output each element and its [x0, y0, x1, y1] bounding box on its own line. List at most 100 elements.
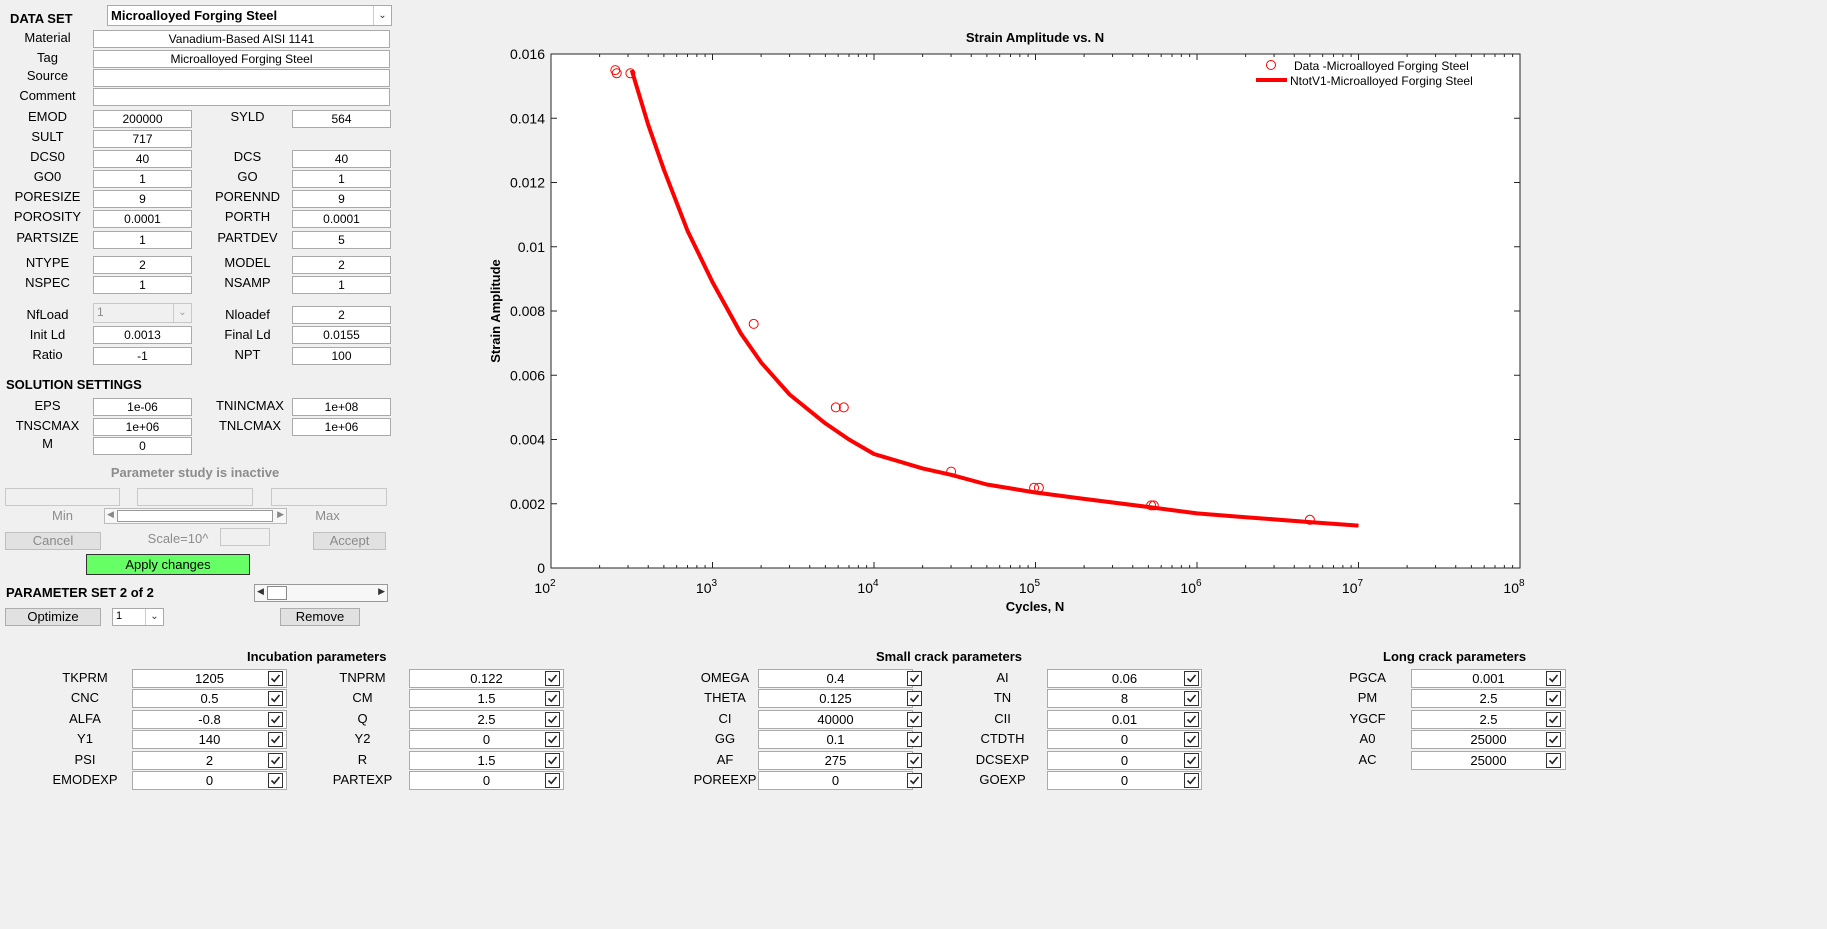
porennd-field[interactable]: 9 — [292, 190, 391, 208]
incubation-param-field[interactable]: 0 — [409, 771, 564, 790]
chevron-left-icon[interactable]: ◀ — [257, 586, 264, 596]
small-crack-param-field[interactable]: 0 — [1047, 771, 1202, 790]
npt-field[interactable]: 100 — [292, 347, 391, 365]
apply-changes-button[interactable]: Apply changes — [86, 554, 250, 575]
check-icon[interactable] — [1184, 671, 1199, 686]
check-icon[interactable] — [545, 712, 560, 727]
tag-field[interactable]: Microalloyed Forging Steel — [93, 50, 390, 68]
check-icon[interactable] — [1546, 712, 1561, 727]
check-icon[interactable] — [268, 712, 283, 727]
comment-field[interactable] — [93, 88, 390, 106]
small-crack-param-field[interactable]: 0 — [758, 771, 913, 790]
check-icon[interactable] — [907, 691, 922, 706]
long-crack-param-field[interactable]: 25000 — [1411, 751, 1566, 770]
check-icon[interactable] — [268, 691, 283, 706]
check-icon[interactable] — [1546, 732, 1561, 747]
porosity-field[interactable]: 0.0001 — [93, 210, 192, 228]
check-icon[interactable] — [1184, 712, 1199, 727]
sult-field[interactable]: 717 — [93, 130, 192, 148]
small-crack-param-field[interactable]: 8 — [1047, 689, 1202, 708]
small-crack-param-field[interactable]: 0 — [1047, 751, 1202, 770]
tnincmax-field[interactable]: 1e+08 — [292, 398, 391, 416]
check-icon[interactable] — [268, 753, 283, 768]
nloadef-field[interactable]: 2 — [292, 306, 391, 324]
source-field[interactable] — [93, 69, 390, 87]
poresize-field[interactable]: 9 — [93, 190, 192, 208]
data-set-dropdown[interactable]: Microalloyed Forging Steel ⌄ — [107, 5, 392, 26]
long-crack-param-field[interactable]: 0.001 — [1411, 669, 1566, 688]
check-icon[interactable] — [1184, 753, 1199, 768]
nsamp-field[interactable]: 1 — [292, 276, 391, 294]
optimize-dropdown[interactable]: 1 ⌄ — [112, 608, 164, 626]
model-field[interactable]: 2 — [292, 256, 391, 274]
check-icon[interactable] — [545, 753, 560, 768]
long-crack-param-field[interactable]: 2.5 — [1411, 689, 1566, 708]
small-crack-param-field[interactable]: 0.1 — [758, 730, 913, 749]
init-ld-field[interactable]: 0.0013 — [93, 326, 192, 344]
small-crack-param-field[interactable]: 40000 — [758, 710, 913, 729]
parameter-set-slider[interactable]: ◀ ▶ — [254, 584, 388, 602]
partdev-field[interactable]: 5 — [292, 231, 391, 249]
chevron-left-icon[interactable]: ◀ — [107, 509, 114, 519]
small-crack-param-field[interactable]: 0.06 — [1047, 669, 1202, 688]
check-icon[interactable] — [1546, 671, 1561, 686]
check-icon[interactable] — [268, 773, 283, 788]
tnlcmax-field[interactable]: 1e+06 — [292, 418, 391, 436]
dcs-field[interactable]: 40 — [292, 150, 391, 168]
go0-field[interactable]: 1 — [93, 170, 192, 188]
chevron-right-icon[interactable]: ▶ — [378, 586, 385, 596]
final-ld-field[interactable]: 0.0155 — [292, 326, 391, 344]
long-crack-param-field[interactable]: 25000 — [1411, 730, 1566, 749]
incubation-param-field[interactable]: 0.5 — [132, 689, 287, 708]
eps-field[interactable]: 1e-06 — [93, 398, 192, 416]
incubation-param-field[interactable]: 1.5 — [409, 751, 564, 770]
slider-thumb[interactable] — [117, 510, 273, 522]
incubation-param-field[interactable]: 1.5 — [409, 689, 564, 708]
incubation-param-field[interactable]: 2.5 — [409, 710, 564, 729]
porth-field[interactable]: 0.0001 — [292, 210, 391, 228]
small-crack-param-field[interactable]: 0.01 — [1047, 710, 1202, 729]
accept-button[interactable]: Accept — [313, 532, 386, 550]
slider-thumb[interactable] — [267, 586, 287, 600]
tnscmax-field[interactable]: 1e+06 — [93, 418, 192, 436]
check-icon[interactable] — [1184, 691, 1199, 706]
check-icon[interactable] — [545, 671, 560, 686]
check-icon[interactable] — [1184, 773, 1199, 788]
check-icon[interactable] — [545, 691, 560, 706]
check-icon[interactable] — [545, 773, 560, 788]
small-crack-param-field[interactable]: 0.125 — [758, 689, 913, 708]
material-field[interactable]: Vanadium-Based AISI 1141 — [93, 30, 390, 48]
dcs0-field[interactable]: 40 — [93, 150, 192, 168]
check-icon[interactable] — [1184, 732, 1199, 747]
param-slider[interactable]: ◀ ▶ — [104, 508, 287, 524]
incubation-param-field[interactable]: 0.122 — [409, 669, 564, 688]
go-field[interactable]: 1 — [292, 170, 391, 188]
check-icon[interactable] — [907, 773, 922, 788]
check-icon[interactable] — [268, 671, 283, 686]
check-icon[interactable] — [268, 732, 283, 747]
partsize-field[interactable]: 1 — [93, 231, 192, 249]
check-icon[interactable] — [907, 712, 922, 727]
small-crack-param-field[interactable]: 0.4 — [758, 669, 913, 688]
small-crack-param-field[interactable]: 275 — [758, 751, 913, 770]
check-icon[interactable] — [1546, 753, 1561, 768]
long-crack-param-field[interactable]: 2.5 — [1411, 710, 1566, 729]
remove-button[interactable]: Remove — [280, 608, 360, 626]
emod-field[interactable]: 200000 — [93, 110, 192, 128]
small-crack-param-field[interactable]: 0 — [1047, 730, 1202, 749]
optimize-button[interactable]: Optimize — [5, 608, 101, 626]
ntype-field[interactable]: 2 — [93, 256, 192, 274]
check-icon[interactable] — [1546, 691, 1561, 706]
ratio-field[interactable]: -1 — [93, 347, 192, 365]
nspec-field[interactable]: 1 — [93, 276, 192, 294]
check-icon[interactable] — [907, 671, 922, 686]
incubation-param-field[interactable]: 1205 — [132, 669, 287, 688]
incubation-param-field[interactable]: 140 — [132, 730, 287, 749]
cancel-button[interactable]: Cancel — [5, 532, 101, 550]
incubation-param-field[interactable]: -0.8 — [132, 710, 287, 729]
incubation-param-field[interactable]: 2 — [132, 751, 287, 770]
incubation-param-field[interactable]: 0 — [409, 730, 564, 749]
check-icon[interactable] — [907, 753, 922, 768]
syld-field[interactable]: 564 — [292, 110, 391, 128]
chevron-right-icon[interactable]: ▶ — [277, 509, 284, 519]
